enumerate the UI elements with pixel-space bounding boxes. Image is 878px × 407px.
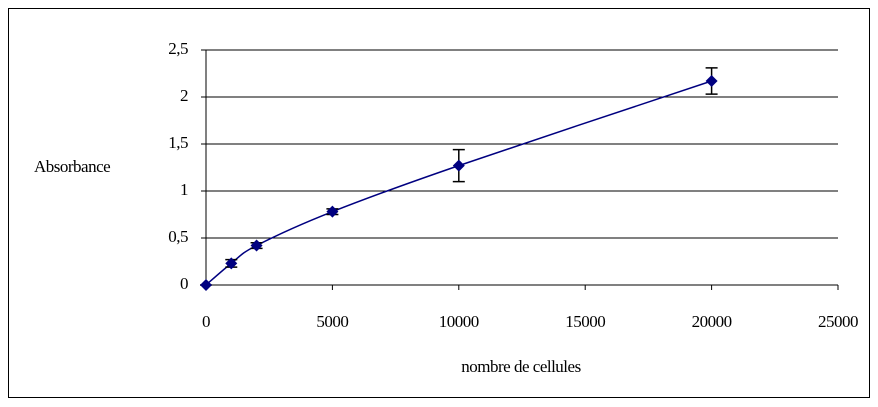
y-tick-label: 1 <box>180 180 188 199</box>
x-tick-label: 0 <box>202 312 210 331</box>
marker <box>705 75 718 88</box>
marker <box>200 279 212 291</box>
marker <box>225 257 238 270</box>
y-axis-label: Absorbance <box>34 157 110 176</box>
x-tick-label: 25000 <box>818 312 858 331</box>
y-tick-label: 2,5 <box>168 39 188 58</box>
x-tick-label: 5000 <box>316 312 348 331</box>
x-tick-label: 10000 <box>439 312 479 331</box>
x-tick-label: 20000 <box>692 312 732 331</box>
chart-border <box>8 8 870 398</box>
y-tick-label: 1,5 <box>168 133 188 152</box>
x-tick-label: 15000 <box>565 312 605 331</box>
x-axis-label: nombre de cellules <box>461 357 580 376</box>
y-tick-label: 0 <box>180 274 188 293</box>
marker <box>250 239 263 252</box>
y-tick-label: 0,5 <box>168 227 188 246</box>
marker <box>452 159 465 172</box>
marker <box>326 205 339 218</box>
y-tick-label: 2 <box>180 86 188 105</box>
